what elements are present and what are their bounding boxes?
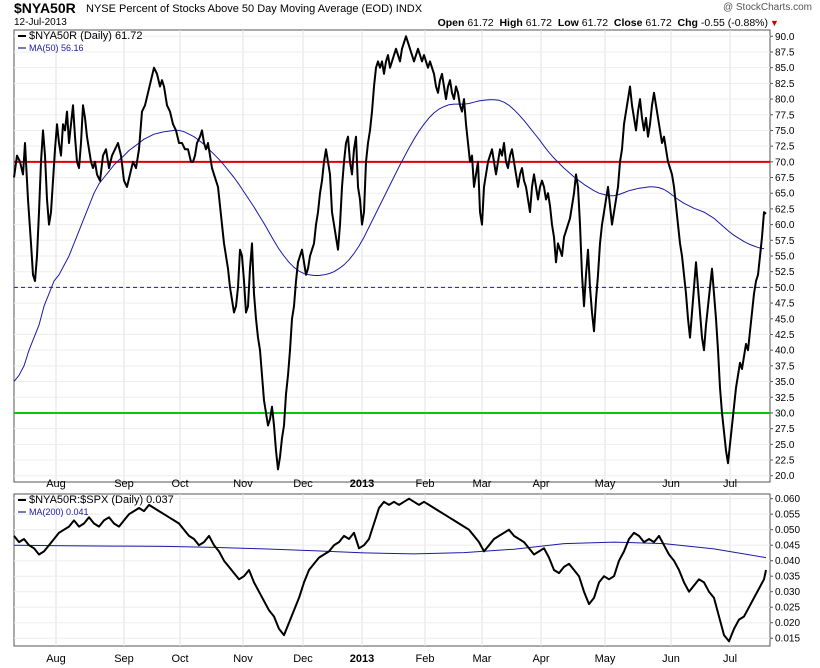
- legend-entry: $NYA50R (Daily) 61.72: [29, 30, 143, 42]
- watermark[interactable]: @ StockCharts.com: [722, 2, 812, 13]
- high-value: 61.72: [525, 17, 552, 29]
- chart-description: NYSE Percent of Stocks Above 50 Day Movi…: [86, 2, 422, 16]
- y-tick-label: 0.030: [775, 587, 800, 598]
- x-tick-label: Jun: [662, 653, 680, 665]
- x-tick-label: Oct: [171, 478, 188, 490]
- y-tick-label: 32.5: [775, 393, 795, 404]
- x-tick-label: Dec: [293, 478, 313, 490]
- x-tick-label: Nov: [233, 653, 253, 665]
- chg-label: Chg: [677, 17, 698, 29]
- y-tick-label: 75.0: [775, 126, 795, 137]
- y-tick-label: 0.025: [775, 603, 800, 614]
- y-tick-label: 72.5: [775, 142, 795, 153]
- x-tick-label: Sep: [114, 653, 134, 665]
- x-tick-label: Apr: [532, 478, 549, 490]
- x-tick-label: May: [595, 653, 616, 665]
- y-tick-label: 35.0: [775, 377, 795, 388]
- y-tick-label: 0.020: [775, 618, 800, 629]
- x-tick-label: Jun: [662, 478, 680, 490]
- y-tick-label: 60.0: [775, 220, 795, 231]
- down-arrow-icon: ▼: [770, 18, 779, 28]
- y-tick-label: 0.060: [775, 494, 800, 505]
- y-tick-label: 0.045: [775, 541, 800, 552]
- y-tick-label: 50.0: [775, 283, 795, 294]
- series-line-nya50r: [13, 35, 767, 471]
- y-tick-label: 80.0: [775, 95, 795, 106]
- high-label: High: [499, 17, 523, 29]
- x-tick-label: Dec: [293, 653, 313, 665]
- open-label: Open: [437, 17, 465, 29]
- close-value: 61.72: [645, 17, 672, 29]
- y-tick-label: 85.0: [775, 63, 795, 74]
- x-tick-label: Nov: [233, 478, 253, 490]
- chart-date: 12-Jul-2013: [14, 17, 67, 28]
- x-tick-label: Apr: [532, 653, 549, 665]
- y-tick-label: 55.0: [775, 252, 795, 263]
- legend-entry: MA(50) 56.16: [29, 43, 84, 53]
- legend-entry: MA(200) 0.041: [29, 507, 89, 517]
- y-tick-label: 57.5: [775, 236, 795, 247]
- x-tick-label: Mar: [473, 653, 492, 665]
- y-tick-label: 77.5: [775, 110, 795, 121]
- open-value: 61.72: [467, 17, 494, 29]
- panel-2-frame: [13, 493, 771, 647]
- x-tick-label: Aug: [46, 478, 66, 490]
- exchange-label: INDX: [395, 3, 423, 15]
- legend-entry: $NYA50R:$SPX (Daily) 0.037: [29, 494, 174, 506]
- ohlc-readout: Open 61.72 High 61.72 Low 61.72 Close 61…: [438, 16, 768, 30]
- x-tick-label: Aug: [46, 653, 66, 665]
- x-tick-label: Sep: [114, 478, 134, 490]
- series-line-nya50r-spx: [13, 497, 767, 643]
- y-tick-label: 0.050: [775, 525, 800, 536]
- x-tick-label: May: [595, 478, 616, 490]
- low-label: Low: [557, 17, 579, 29]
- y-tick-label: 45.0: [775, 314, 795, 325]
- y-tick-label: 37.5: [775, 361, 795, 372]
- y-tick-label: 22.5: [775, 456, 795, 467]
- y-tick-label: 70.0: [775, 157, 795, 168]
- y-tick-label: 62.5: [775, 204, 795, 215]
- y-tick-label: 47.5: [775, 299, 795, 310]
- y-tick-label: 82.5: [775, 79, 795, 90]
- y-tick-label: 27.5: [775, 424, 795, 435]
- description-text: NYSE Percent of Stocks Above 50 Day Movi…: [86, 3, 393, 15]
- x-tick-label: 2013: [350, 478, 374, 490]
- x-tick-label: Mar: [473, 478, 492, 490]
- y-tick-label: 0.035: [775, 572, 800, 583]
- x-tick-label: Jul: [723, 478, 737, 490]
- y-tick-label: 65.0: [775, 189, 795, 200]
- y-tick-label: 40.0: [775, 346, 795, 357]
- y-tick-label: 0.015: [775, 634, 800, 645]
- y-tick-label: 90.0: [775, 32, 795, 43]
- y-tick-label: 67.5: [775, 173, 795, 184]
- x-tick-label: Oct: [171, 653, 188, 665]
- y-tick-label: 52.5: [775, 267, 795, 278]
- y-tick-label: 87.5: [775, 47, 795, 58]
- y-tick-label: 0.040: [775, 556, 800, 567]
- x-tick-label: Feb: [416, 478, 435, 490]
- x-tick-label: 2013: [350, 653, 374, 665]
- y-tick-label: 42.5: [775, 330, 795, 341]
- x-tick-label: Jul: [723, 653, 737, 665]
- x-tick-label: Feb: [416, 653, 435, 665]
- y-tick-label: 30.0: [775, 408, 795, 419]
- y-tick-label: 25.0: [775, 440, 795, 451]
- chg-value: -0.55 (-0.88%): [700, 17, 768, 29]
- low-value: 61.72: [581, 17, 609, 29]
- close-label: Close: [613, 17, 643, 29]
- chart-symbol: $NYA50R: [14, 0, 76, 16]
- y-tick-label: 20.0: [775, 471, 795, 482]
- series-line-ma-200: [13, 541, 767, 559]
- y-tick-label: 0.055: [775, 510, 800, 521]
